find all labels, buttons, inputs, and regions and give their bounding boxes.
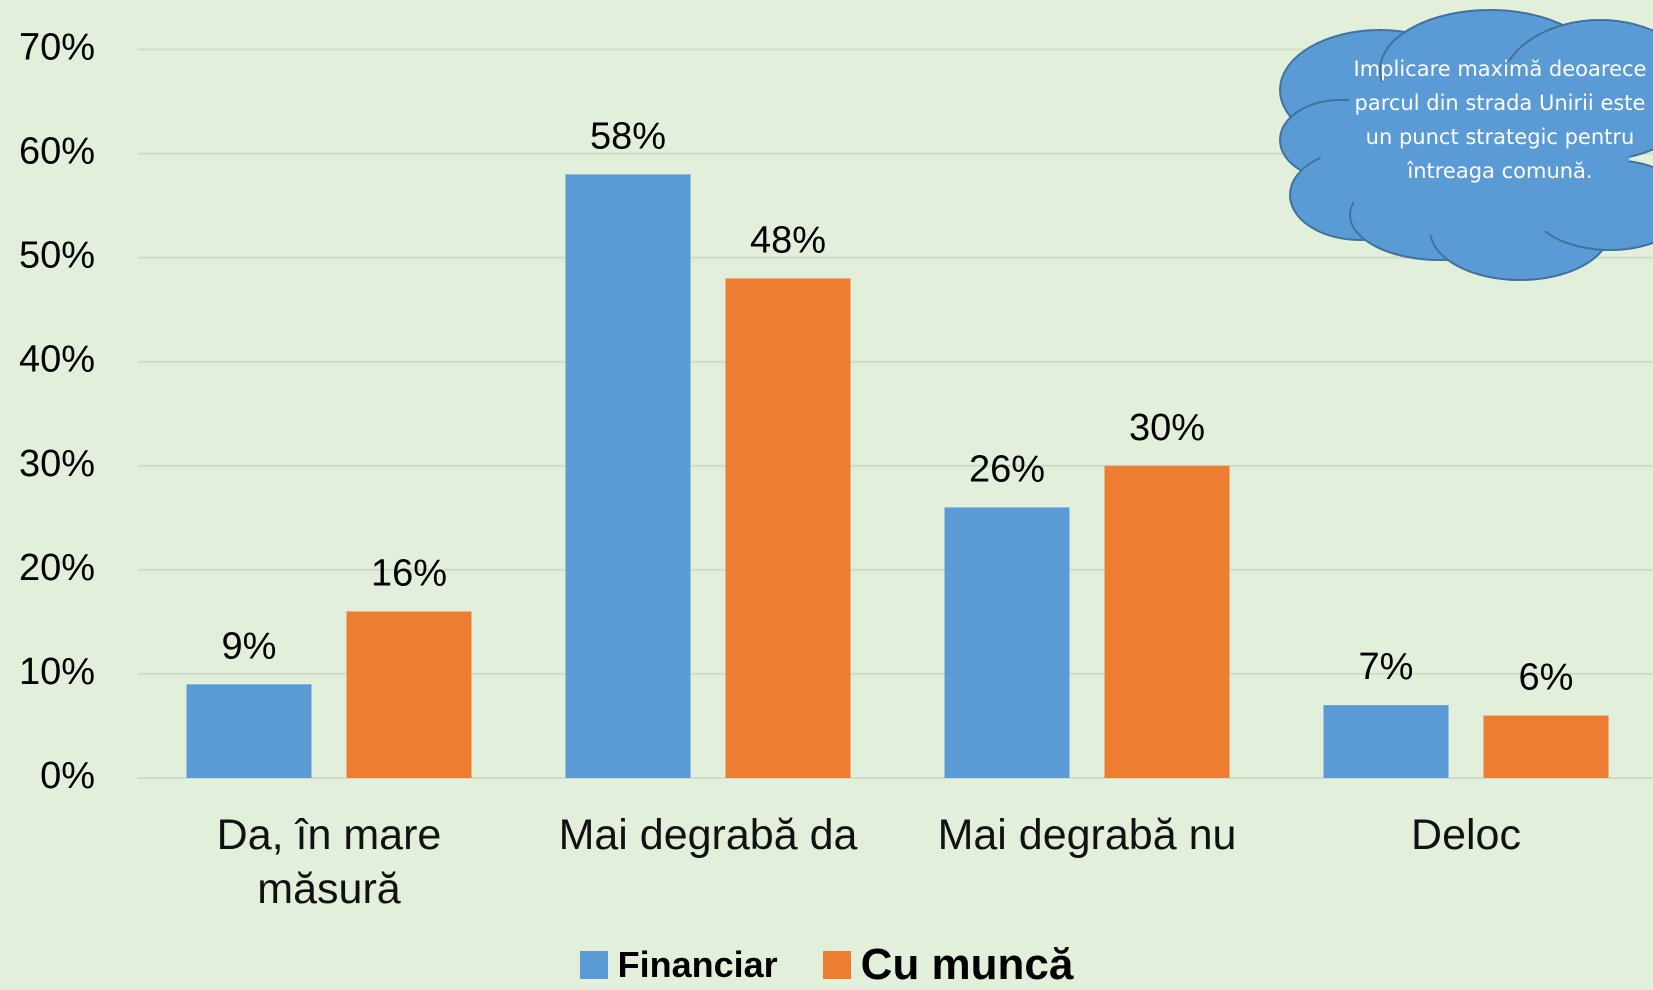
data-label: 26% — [969, 448, 1045, 490]
legend-swatch — [579, 951, 608, 979]
data-label: 16% — [371, 553, 447, 595]
legend-label: Cu muncă — [860, 940, 1074, 989]
x-tick-label: Mai degrabă nu — [937, 811, 1237, 859]
annotation: Implicare maximă deoarece parcul din str… — [1353, 57, 1647, 183]
bar — [346, 611, 472, 778]
data-label: 58% — [590, 115, 666, 157]
data-label: 30% — [1129, 407, 1205, 449]
legend-swatch — [822, 951, 851, 979]
y-tick-label: 0% — [40, 755, 95, 797]
data-label: 7% — [1359, 646, 1414, 688]
x-tick-label: Da, în mare măsură — [216, 811, 442, 913]
bar — [565, 174, 691, 778]
y-tick-label: 50% — [19, 235, 95, 277]
data-label: 48% — [750, 219, 826, 261]
bar — [186, 684, 312, 778]
bar — [1104, 465, 1230, 778]
bar — [1483, 715, 1609, 778]
data-label: 9% — [222, 625, 277, 667]
bar — [944, 507, 1070, 778]
legend: Financiar Cu muncă — [0, 940, 1653, 990]
bar — [1323, 705, 1449, 778]
y-tick-label: 10% — [19, 651, 95, 693]
bar — [725, 278, 851, 778]
legend-label: Financiar — [617, 944, 778, 985]
x-tick-label: Deloc — [1411, 811, 1521, 859]
y-tick-label: 20% — [19, 547, 95, 589]
x-tick-label: Mai degrabă da — [558, 811, 858, 859]
y-tick-label: 60% — [19, 131, 95, 173]
y-tick-label: 30% — [19, 443, 95, 485]
y-tick-label: 70% — [19, 27, 95, 69]
data-label: 6% — [1519, 657, 1574, 699]
y-tick-label: 40% — [19, 339, 95, 381]
